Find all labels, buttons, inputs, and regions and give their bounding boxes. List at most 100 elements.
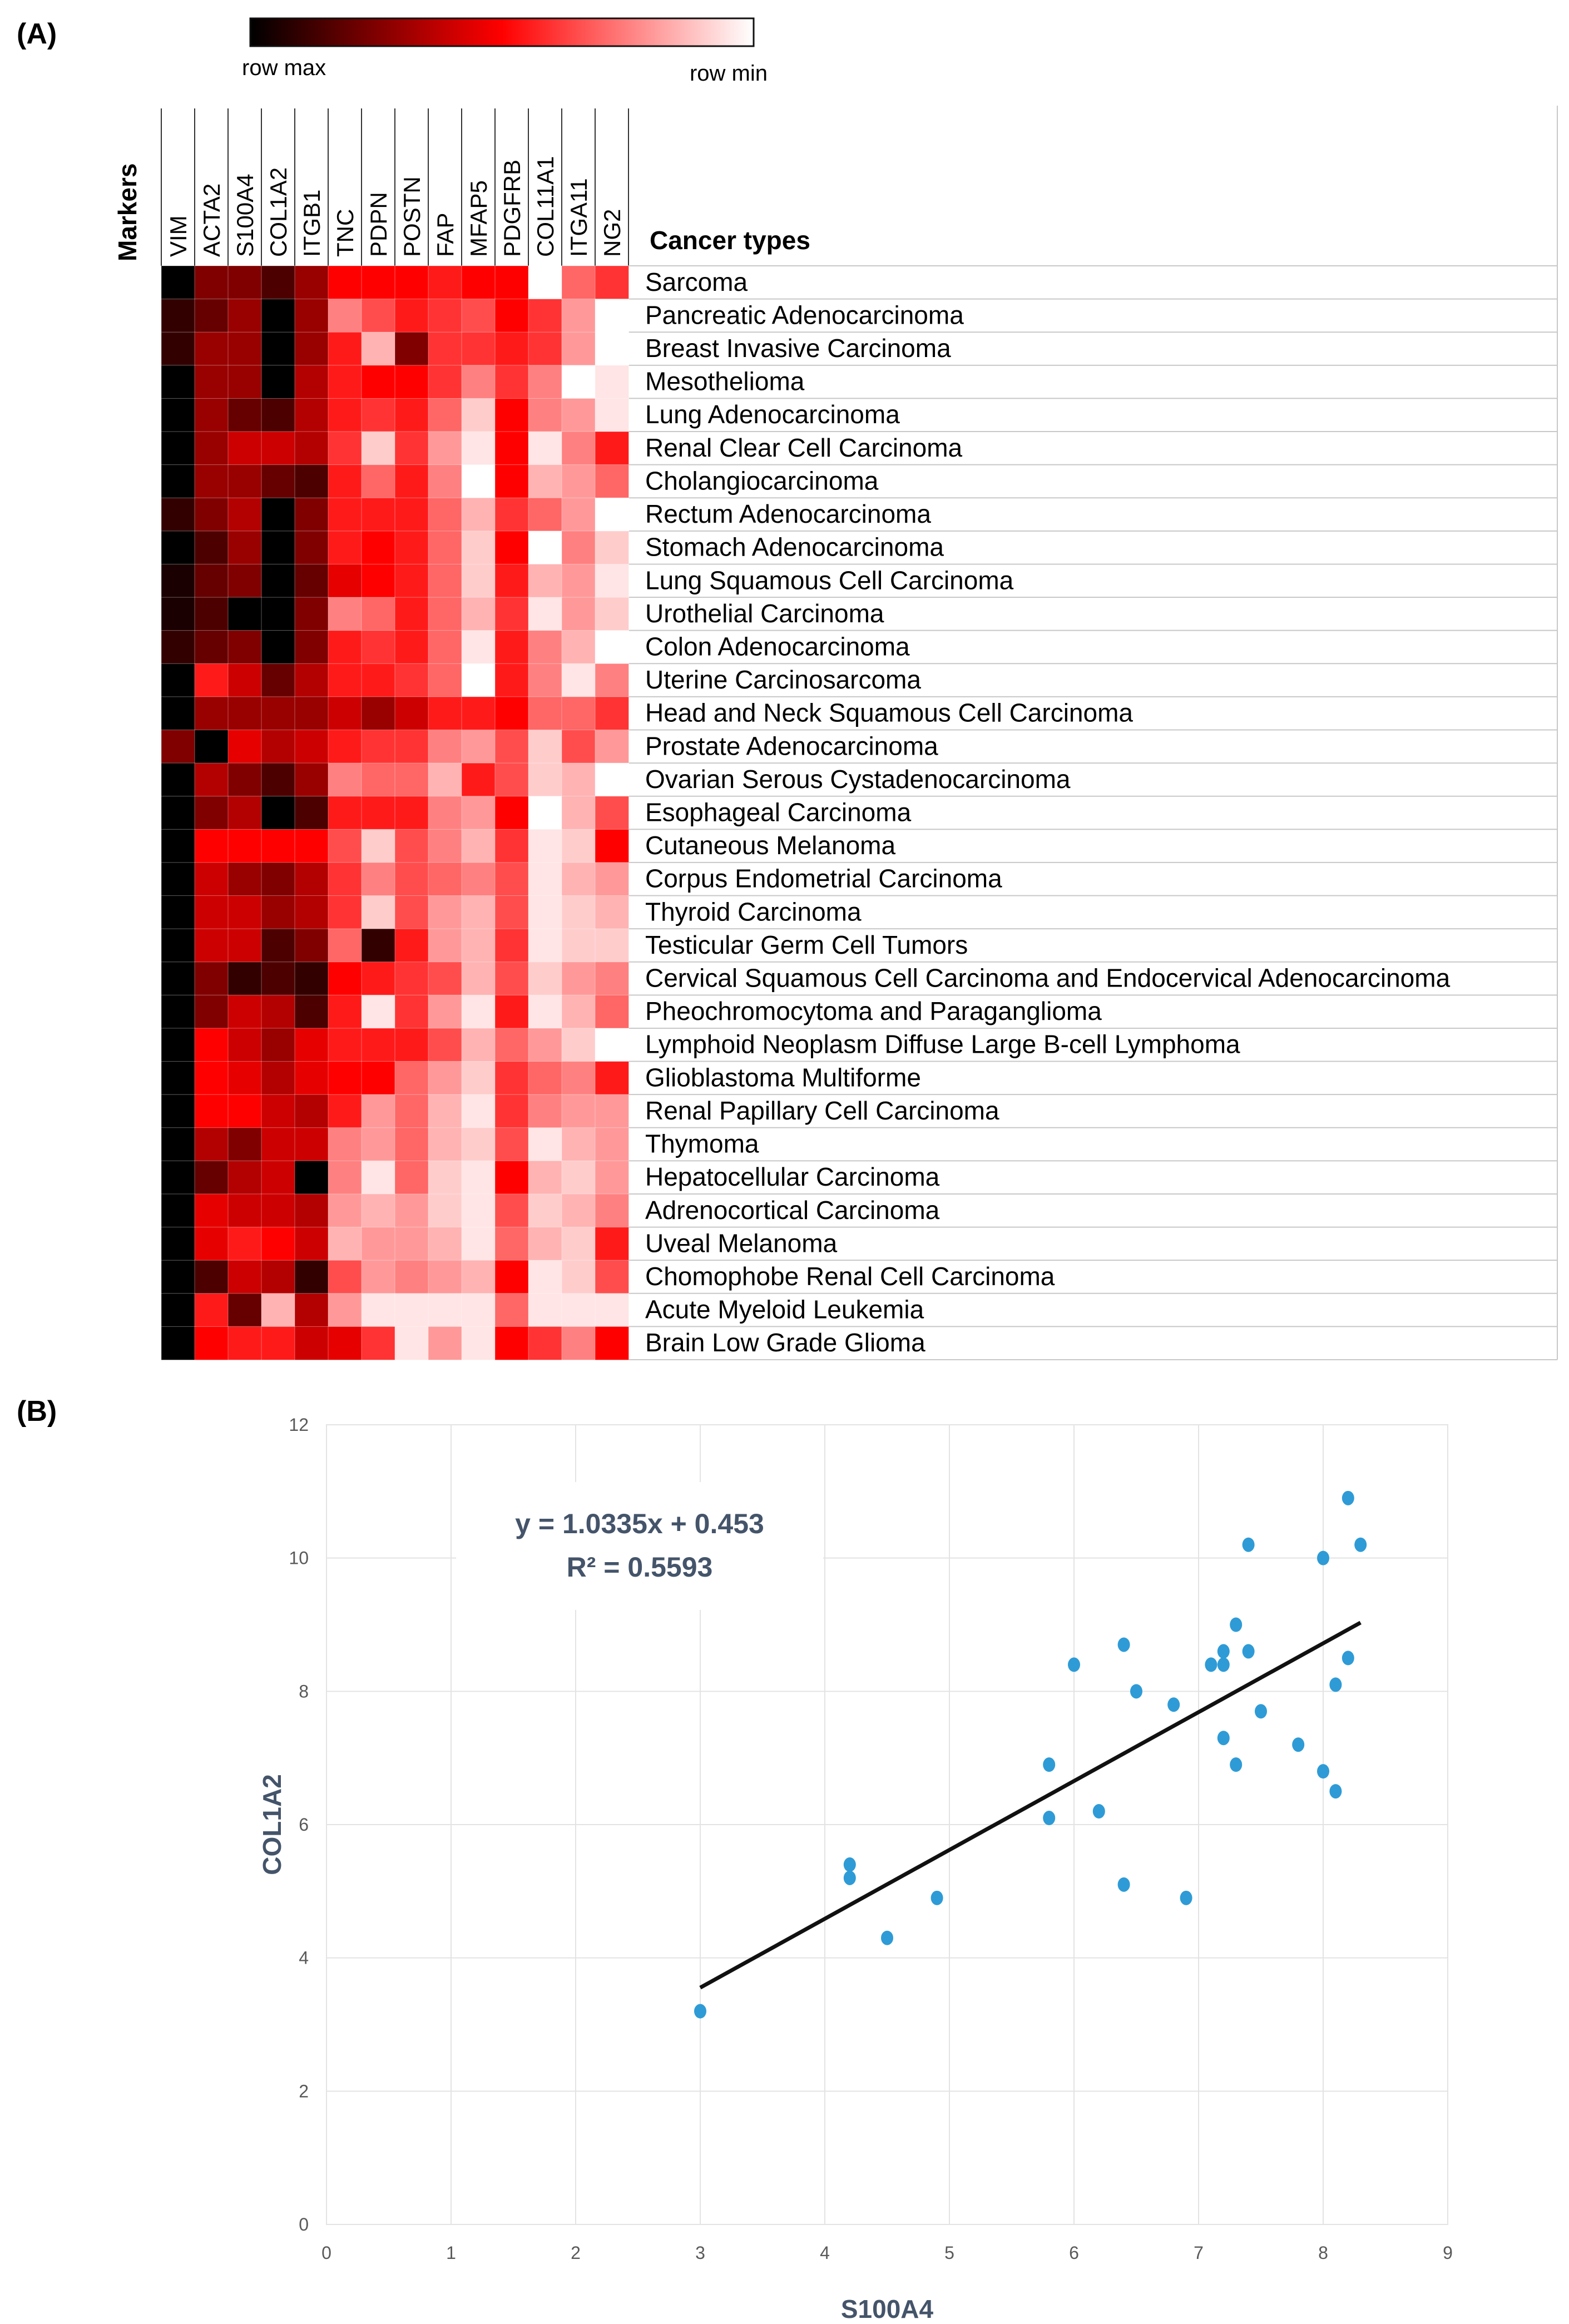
heatmap-cell bbox=[194, 1028, 229, 1062]
heatmap-cell bbox=[161, 1227, 195, 1261]
heatmap-cell bbox=[428, 597, 462, 631]
colorbar-max-label: row max bbox=[242, 56, 326, 80]
heatmap-cell bbox=[194, 862, 229, 896]
heatmap-cell bbox=[461, 862, 496, 896]
heatmap-cell bbox=[328, 1160, 362, 1195]
x-tick-label: 3 bbox=[695, 2243, 705, 2263]
heatmap-cell bbox=[595, 431, 629, 465]
heatmap-cell bbox=[595, 1094, 629, 1128]
heatmap-cell bbox=[561, 1160, 596, 1195]
heatmap-cell bbox=[528, 962, 562, 996]
heatmap-cell bbox=[261, 365, 295, 399]
scatter-point bbox=[1354, 1537, 1367, 1552]
heatmap-cell bbox=[561, 1260, 596, 1294]
heatmap-cell bbox=[528, 365, 562, 399]
heatmap-cell bbox=[428, 464, 462, 499]
heatmap-cell bbox=[461, 829, 496, 863]
heatmap-cell bbox=[227, 1293, 262, 1327]
heatmap-cell bbox=[528, 497, 562, 532]
heatmap-cell bbox=[494, 299, 529, 333]
heatmap-cell bbox=[394, 365, 429, 399]
heatmap-cell bbox=[161, 895, 195, 930]
heatmap-row-label: Pheochromocytoma and Paraganglioma bbox=[645, 997, 1102, 1025]
x-tick-label: 6 bbox=[1069, 2243, 1079, 2263]
heatmap-cell bbox=[394, 497, 429, 532]
heatmap-cell bbox=[461, 796, 496, 830]
heatmap-cell bbox=[361, 331, 395, 366]
heatmap-cell bbox=[328, 497, 362, 532]
scatter-point bbox=[843, 1857, 856, 1872]
heatmap-cell bbox=[528, 762, 562, 797]
heatmap-row-label: Colon Adenocarcinoma bbox=[645, 632, 910, 661]
heatmap-cell bbox=[595, 1326, 629, 1361]
heatmap-cell bbox=[361, 663, 395, 697]
heatmap-cell bbox=[461, 464, 496, 499]
heatmap-cell bbox=[394, 265, 429, 300]
heatmap-cell bbox=[294, 862, 329, 896]
scatter-point bbox=[1329, 1784, 1342, 1799]
heatmap-cell bbox=[227, 696, 262, 731]
heatmap-cell bbox=[328, 431, 362, 465]
heatmap-row-label: Corpus Endometrial Carcinoma bbox=[645, 864, 1002, 893]
heatmap-cell bbox=[161, 1260, 195, 1294]
heatmap-cell bbox=[161, 365, 195, 399]
heatmap-cell bbox=[394, 1227, 429, 1261]
heatmap-cell bbox=[428, 1193, 462, 1228]
heatmap-cell bbox=[161, 331, 195, 366]
heatmap-cell bbox=[394, 1094, 429, 1128]
heatmap-cell bbox=[394, 762, 429, 797]
heatmap-cell bbox=[227, 1160, 262, 1195]
heatmap-row-label: Acute Myeloid Leukemia bbox=[645, 1295, 924, 1324]
heatmap-row-label: Lung Adenocarcinoma bbox=[645, 400, 900, 429]
heatmap-cell bbox=[394, 1193, 429, 1228]
heatmap-cell bbox=[528, 928, 562, 963]
heatmap-cell bbox=[595, 1293, 629, 1327]
heatmap-cell bbox=[394, 464, 429, 499]
scatter-point bbox=[1043, 1811, 1056, 1826]
heatmap-cell bbox=[428, 365, 462, 399]
heatmap-cell bbox=[394, 1160, 429, 1195]
heatmap-cell bbox=[428, 1028, 462, 1062]
heatmap-cell bbox=[194, 1227, 229, 1261]
heatmap-cell bbox=[528, 1326, 562, 1361]
heatmap-cell bbox=[261, 597, 295, 631]
heatmap-cell bbox=[361, 563, 395, 598]
heatmap-cell bbox=[595, 1127, 629, 1162]
heatmap-column-label: FAP bbox=[432, 213, 458, 257]
heatmap-row-labels: Sarcoma Pancreatic Adenocarcinoma Breast I… bbox=[645, 267, 1451, 1357]
heatmap-cell bbox=[461, 663, 496, 697]
heatmap-cell bbox=[328, 928, 362, 963]
heatmap-column-label: PDGFRB bbox=[499, 160, 525, 257]
scatter-point bbox=[1230, 1617, 1243, 1632]
heatmap-cell bbox=[361, 895, 395, 930]
heatmap-cell bbox=[261, 729, 295, 764]
heatmap-cell bbox=[561, 862, 596, 896]
heatmap-cell bbox=[361, 928, 395, 963]
heatmap-cell bbox=[294, 265, 329, 300]
heatmap-cell bbox=[394, 531, 429, 565]
heatmap-cell bbox=[528, 531, 562, 565]
heatmap-column-label: NG2 bbox=[599, 209, 625, 257]
x-tick-label: 5 bbox=[944, 2243, 954, 2263]
heatmap-cell bbox=[461, 299, 496, 333]
heatmap-cell bbox=[194, 1193, 229, 1228]
heatmap-cell bbox=[261, 796, 295, 830]
heatmap-cell bbox=[261, 1127, 295, 1162]
heatmap-cell bbox=[428, 663, 462, 697]
heatmap-cell bbox=[461, 928, 496, 963]
heatmap-cell bbox=[261, 762, 295, 797]
heatmap-cell bbox=[595, 1227, 629, 1261]
heatmap-cell bbox=[561, 1193, 596, 1228]
heatmap-row-label: Ovarian Serous Cystadenocarcinoma bbox=[645, 765, 1071, 794]
heatmap-cell bbox=[328, 762, 362, 797]
heatmap-cell bbox=[328, 994, 362, 1029]
heatmap-cell bbox=[394, 1260, 429, 1294]
heatmap-cell bbox=[261, 1094, 295, 1128]
heatmap-row-label: Lung Squamous Cell Carcinoma bbox=[645, 566, 1014, 594]
heatmap-cell bbox=[294, 464, 329, 499]
heatmap-cell bbox=[528, 464, 562, 499]
scatter-point bbox=[1342, 1490, 1354, 1505]
heatmap-cell bbox=[461, 994, 496, 1029]
heatmap-cell bbox=[361, 729, 395, 764]
y-axis-title: COL1A2 bbox=[258, 1774, 286, 1875]
